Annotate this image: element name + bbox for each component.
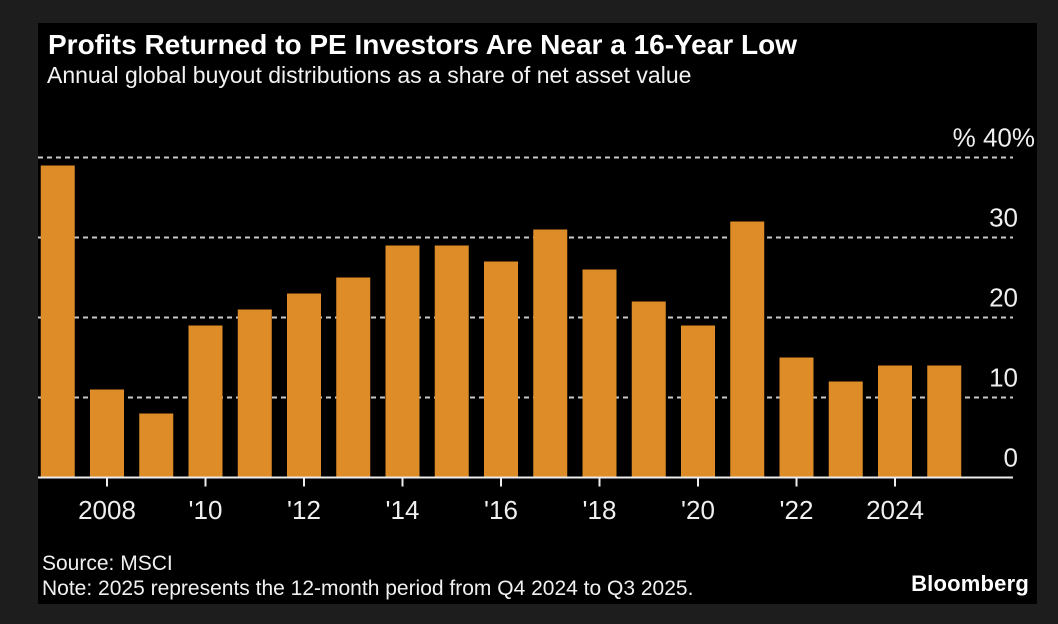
bar-2014: [385, 245, 420, 478]
bloomberg-logo: Bloomberg: [911, 571, 1029, 596]
bar-2022: [779, 357, 814, 478]
x-tick-label-2012: '12: [287, 495, 321, 525]
bar-2008: [90, 389, 124, 478]
y-tick-label-40: % 40%: [953, 123, 1035, 153]
bar-2011: [237, 309, 272, 478]
y-tick-label-0: 0: [1004, 443, 1018, 473]
y-tick-label-10: 10: [989, 363, 1018, 393]
bar-2025: [927, 365, 962, 478]
x-tick-label-2020: '20: [681, 495, 715, 525]
note-text: Note: 2025 represents the 12-month perio…: [42, 577, 694, 600]
x-tick-label-2010: '10: [189, 495, 223, 525]
bar-2024: [878, 365, 912, 478]
x-tick-label-2016: '16: [484, 495, 518, 525]
chart-title: Profits Returned to PE Investors Are Nea…: [48, 29, 797, 60]
bar-2020: [681, 325, 715, 478]
x-tick-label-2014: '14: [386, 495, 420, 525]
y-tick-label-20: 20: [989, 283, 1018, 313]
chart-subtitle: Annual global buyout distributions as a …: [47, 62, 692, 88]
bar-2013: [336, 277, 371, 478]
bar-2016: [484, 261, 518, 478]
bar-2018: [582, 269, 617, 478]
bar-2023: [828, 381, 863, 478]
x-tick-label-2018: '18: [583, 495, 617, 525]
x-tick-label-2024: 2024: [866, 495, 924, 525]
bar-2012: [287, 293, 321, 478]
bar-2009: [139, 413, 174, 478]
chart-panel: 2008 '10 '12 '14 '16 '18 '20 '22 2024 % 40% 30 20 10…: [38, 23, 1037, 604]
bar-2021: [730, 221, 765, 478]
bar-2017: [533, 229, 568, 478]
x-tick-label-2022: '22: [780, 495, 814, 525]
bar-2010: [188, 325, 223, 478]
bar-chart-svg: 2008 '10 '12 '14 '16 '18 '20 '22 2024 % 40% 30 20 10…: [38, 123, 1035, 525]
bar-2007: [40, 165, 75, 478]
source-text: Source: MSCI: [42, 552, 173, 575]
y-tick-label-30: 30: [989, 203, 1018, 233]
x-tick-label-2008: 2008: [78, 495, 136, 525]
bar-2019: [631, 301, 666, 478]
bar-2015: [434, 245, 469, 478]
